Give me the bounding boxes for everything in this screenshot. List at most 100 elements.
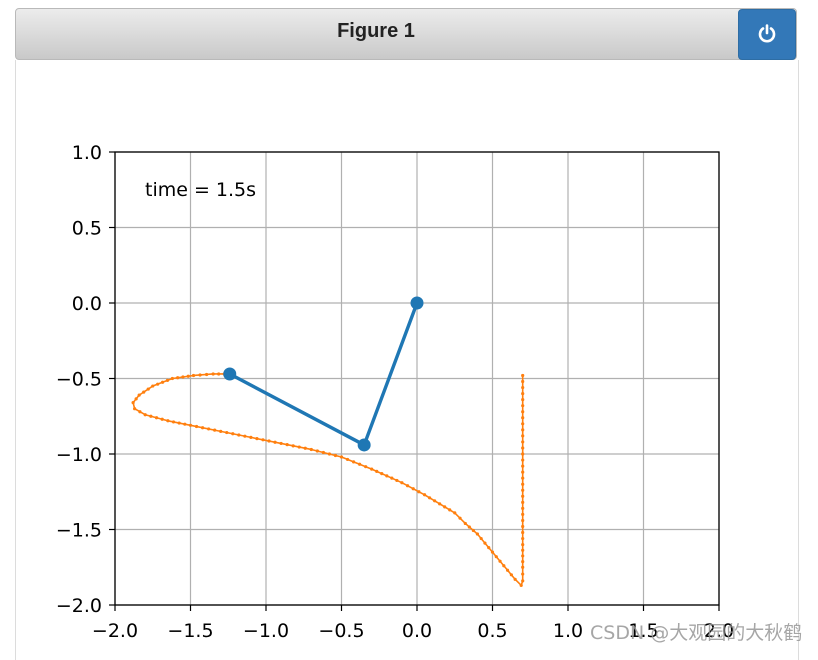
trace-point [490, 550, 495, 554]
trace-point [249, 435, 253, 439]
figure-toolbar: Figure 1 [15, 8, 797, 60]
trace-point [521, 385, 525, 390]
trace-point [321, 450, 325, 455]
trace-point [198, 373, 202, 377]
trace-point [521, 392, 525, 396]
trace-point [494, 555, 498, 559]
trace-point [151, 384, 155, 388]
x-tick-label: 0.5 [477, 620, 507, 642]
trace-point [181, 375, 185, 379]
trace-point [191, 373, 196, 378]
trace-point [521, 530, 525, 535]
trace-point [183, 422, 187, 426]
trace-point [207, 427, 211, 431]
trace-point [358, 462, 362, 466]
trace-point [483, 541, 487, 545]
trace-point [291, 444, 295, 448]
trace-point [448, 508, 452, 512]
trace-point [154, 416, 159, 420]
trace-point [405, 484, 410, 488]
trace-point [521, 470, 525, 474]
trace-point [375, 469, 379, 473]
trace-point [255, 436, 259, 441]
trace-point [156, 382, 160, 386]
trace-point [143, 413, 147, 417]
figure-title: Figure 1 [337, 20, 415, 42]
trace-point [390, 476, 394, 480]
trace-point [453, 511, 457, 515]
trace-point [498, 559, 502, 563]
trace-point [427, 496, 432, 500]
figure-canvas: −2.0 −1.5 −1.0 −0.5 0.0 0.5 1.0 1.5 2.0 1.0 0.5 0.0… [15, 60, 799, 660]
trace-point [237, 433, 241, 437]
trace-point [171, 420, 176, 424]
y-tick-label: −1.0 [56, 444, 102, 466]
trace-point [146, 387, 150, 391]
trace-point [521, 482, 525, 486]
x-tick-label: 0.0 [402, 620, 432, 642]
trace-point [487, 546, 491, 550]
trace-point [309, 447, 313, 452]
trace-point [521, 572, 525, 576]
x-tick-label: −1.5 [167, 620, 213, 642]
x-tick-label: −2.0 [92, 620, 138, 642]
pendulum-rod [228, 302, 419, 447]
trace-point [133, 407, 137, 411]
trace-point [433, 499, 437, 503]
trace-point [521, 488, 525, 492]
trace-point [395, 478, 399, 483]
trace-point [297, 445, 301, 449]
trace-line [132, 373, 524, 587]
trace-point [160, 380, 165, 384]
watermark: CSDN @大观园的大秋鹤 [590, 622, 803, 644]
trace-point [380, 472, 384, 476]
trace-point [521, 518, 525, 523]
trace-point [243, 434, 247, 438]
x-tick-label: 1.5 [628, 620, 658, 642]
trace-point [225, 430, 229, 435]
trace-point [131, 401, 135, 405]
trace-point [463, 521, 467, 526]
trace-point [521, 452, 525, 456]
y-tick-label: −0.5 [56, 369, 102, 391]
trace-point [521, 434, 525, 438]
trace-point [438, 502, 442, 506]
trace-point [177, 421, 181, 425]
trace-point [509, 573, 513, 577]
trace-point [502, 564, 506, 568]
trace-point [231, 432, 235, 436]
trace-point [364, 465, 368, 469]
trace-point [211, 372, 215, 376]
y-tick-label: 1.0 [72, 142, 102, 164]
trace-point [149, 414, 153, 418]
trace-point [521, 440, 525, 444]
trace-point [521, 524, 525, 529]
trace-point [137, 393, 141, 397]
trace-point [160, 417, 164, 421]
trace-point [513, 577, 517, 581]
trace-point [351, 460, 356, 464]
trace-point [166, 419, 170, 423]
trace-point [521, 476, 525, 480]
power-icon [758, 24, 776, 43]
chart: −2.0 −1.5 −1.0 −0.5 0.0 0.5 1.0 1.5 2.0 1.0 0.5 0.0… [56, 142, 734, 642]
trace-point [315, 449, 319, 453]
trace-point [521, 416, 525, 420]
trace-point [205, 372, 209, 377]
pendulum-mass-2 [223, 367, 237, 381]
trace-point [219, 429, 223, 433]
power-button[interactable] [738, 9, 796, 60]
trace-point [333, 453, 338, 458]
trace-point [176, 376, 180, 380]
x-tick-label: 1.0 [553, 620, 583, 642]
trace-point [273, 440, 277, 444]
trace-point [345, 457, 350, 462]
y-tick-label: 0.0 [72, 293, 102, 315]
trace-point [475, 532, 479, 536]
trace-point [142, 390, 146, 394]
trace-point [303, 446, 307, 450]
trace-point [370, 467, 374, 471]
trace-point [327, 452, 332, 456]
trace-point [521, 554, 525, 558]
trace-point [285, 443, 289, 447]
